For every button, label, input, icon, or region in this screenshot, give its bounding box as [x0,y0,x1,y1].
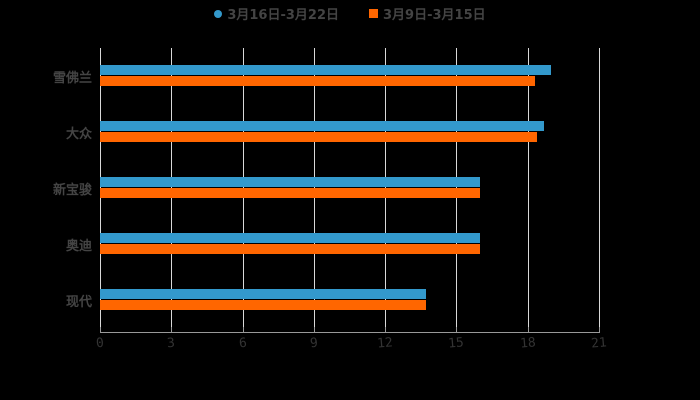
x-tick-label: 12 [376,335,394,352]
chart-legend: 3月16日-3月22日 3月9日-3月15日 [0,4,700,23]
x-tick [456,327,458,333]
legend-item-series1[interactable]: 3月16日-3月22日 [214,4,339,23]
x-tick [313,327,315,333]
plot-area [100,48,600,328]
legend-label: 3月16日-3月22日 [227,8,340,23]
category-label: 新宝骏 [52,183,92,198]
category-label: 大众 [65,127,92,142]
x-tick [599,327,600,333]
bar-series1[interactable] [100,289,426,299]
x-tick [527,327,529,333]
x-axis [100,327,600,333]
legend-marker-square-icon [369,9,379,18]
x-tick-label: 3 [166,335,176,352]
x-tick-label: 21 [590,335,608,352]
bar-series2[interactable] [100,132,538,142]
legend-item-series2[interactable]: 3月9日-3月15日 [369,4,486,23]
gridline [527,48,529,328]
bar-series2[interactable] [100,300,426,310]
legend-label: 3月9日-3月15日 [383,8,486,23]
category-label: 现代 [65,295,92,310]
x-tick [171,327,173,333]
bar-series1[interactable] [100,121,545,131]
bar-series1[interactable] [100,233,481,243]
bar-series1[interactable] [100,177,481,187]
gridline [599,48,600,328]
x-tick [385,327,387,333]
x-tick-label: 18 [519,335,537,352]
category-label: 奥迪 [65,239,92,254]
x-tick-label: 0 [95,335,105,352]
x-tick-label: 6 [238,335,248,352]
x-tick [242,327,244,333]
x-tick-label: 9 [309,335,319,352]
x-tick-label: 15 [447,335,465,352]
bar-series2[interactable] [100,244,481,254]
x-tick [100,327,101,333]
category-label: 雪佛兰 [52,71,92,86]
bar-series2[interactable] [100,76,535,86]
legend-marker-circle-icon [214,9,223,18]
bar-series1[interactable] [100,65,552,75]
bar-series2[interactable] [100,188,481,198]
